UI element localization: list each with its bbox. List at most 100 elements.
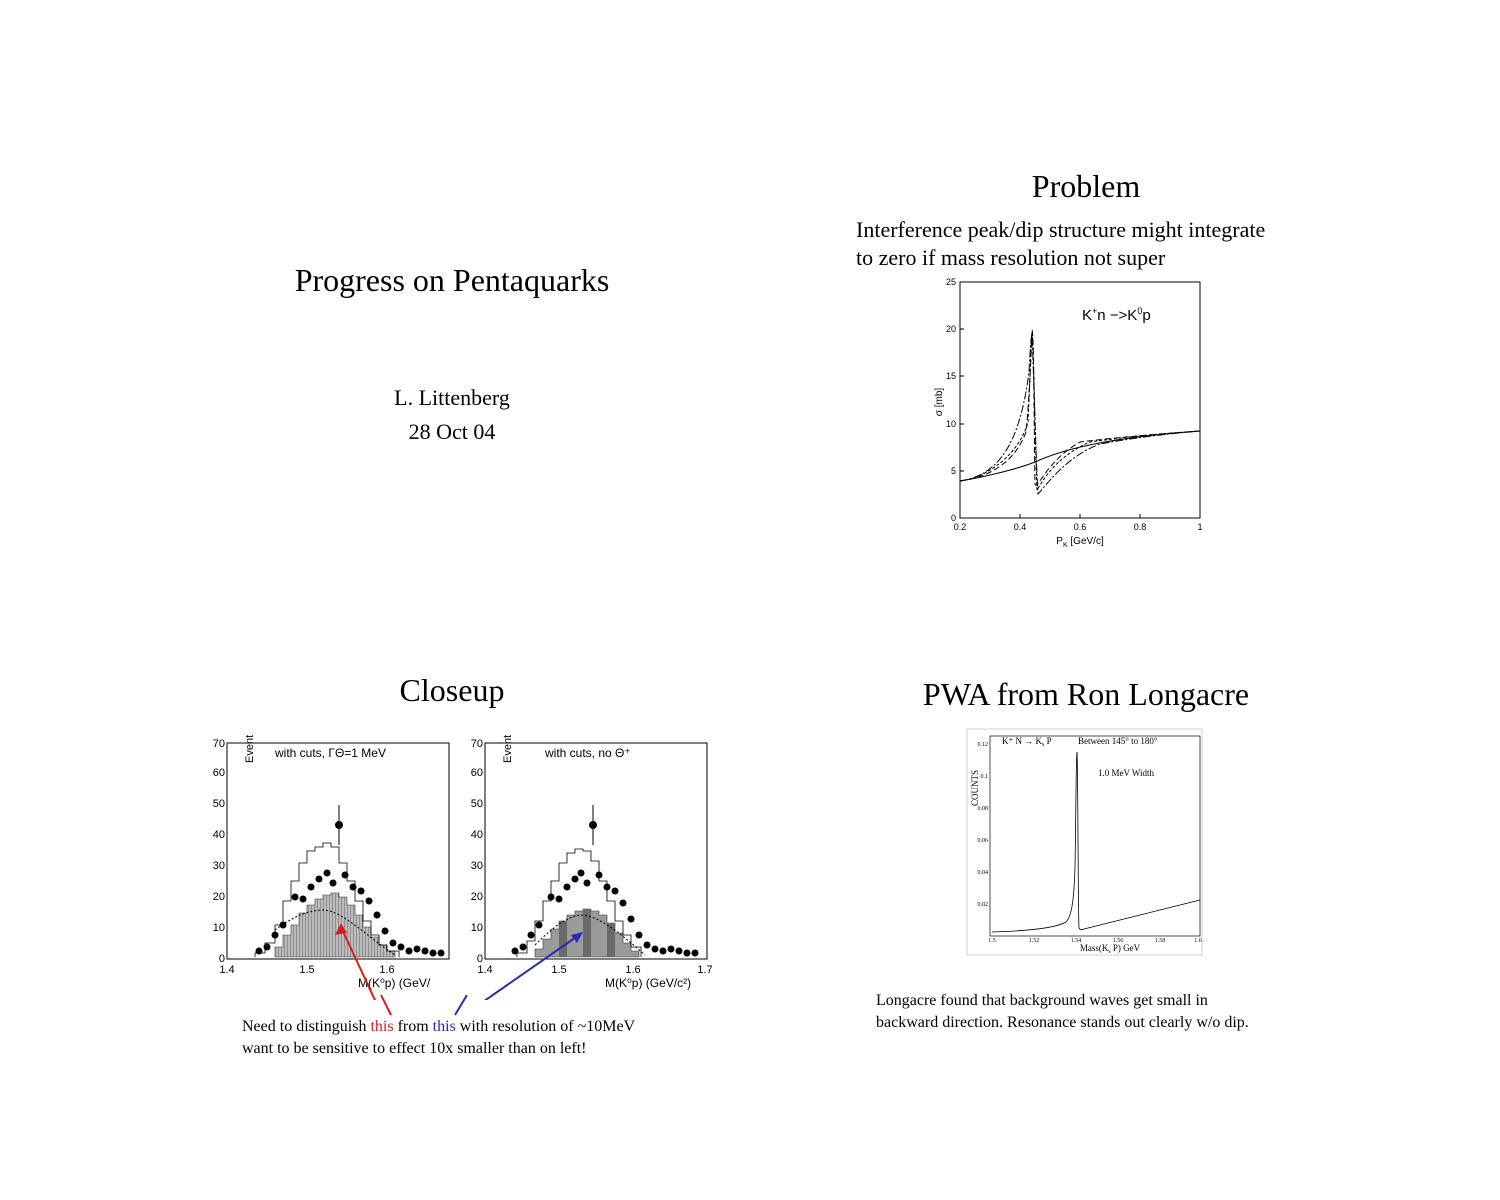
y-tick: 5 [951, 466, 956, 476]
plot-title: with cuts, no Θ⁺ [544, 746, 631, 760]
x-tick: 1.5 [299, 964, 314, 976]
slide3-title: Closeup [399, 672, 505, 708]
x-axis-ticks: 0.2 0.4 0.6 0.8 1 [954, 514, 1203, 532]
y-tick: 0.08 [978, 806, 989, 812]
data-point [675, 947, 683, 955]
x-tick: 0.2 [954, 522, 967, 532]
data-point [329, 879, 337, 887]
slide4-caption-line1: Longacre found that background waves get… [876, 992, 1208, 1009]
curve-solid [959, 430, 1201, 482]
slide4-caption-line2: backward direction. Resonance stands out… [876, 1014, 1249, 1031]
red-arrow-tail [380, 995, 392, 1016]
y-tick: 0.12 [978, 742, 989, 748]
slide2-text-line2: to zero if mass resolution not super [856, 245, 1166, 270]
closeup-plot-left: Events/5 MeV with cuts, ΓΘ=1 MeV 0 10 20… [213, 735, 450, 990]
data-point [547, 893, 555, 901]
x-tick: 1.54 [1071, 938, 1082, 944]
slide2-text: Interference peak/dip structure might in… [856, 216, 1316, 272]
dotted-fit [274, 909, 396, 956]
y-axis-label: COUNTS [970, 770, 980, 806]
dark-bands [559, 909, 615, 957]
x-tick: 0.4 [1014, 522, 1027, 532]
data-point [563, 883, 571, 891]
x-tick: 1 [1197, 522, 1202, 532]
data-point [405, 947, 413, 955]
plot-frame [989, 735, 1201, 937]
y-tick: 60 [471, 767, 483, 779]
data-point [635, 931, 643, 939]
data-point [397, 943, 405, 951]
y-tick: 0.06 [978, 838, 989, 844]
x-tick: 1.6 [379, 964, 394, 976]
y-tick: 30 [213, 860, 225, 872]
data-point [429, 949, 437, 957]
y-tick: 0 [951, 513, 956, 523]
plot-frame [226, 742, 450, 960]
x-tick: 1.5 [551, 964, 566, 976]
data-points [511, 821, 699, 957]
reaction-label: K⁺ N → Ks P [1002, 736, 1052, 748]
y-tick: 0.02 [978, 902, 989, 908]
y-tick: 70 [471, 738, 483, 750]
cross-section-plot: 0 5 10 15 20 25 0.2 0.4 0.6 0.8 1 σ [mb]… [934, 277, 1203, 549]
slide4-caption: Longacre found that background waves get… [876, 990, 1356, 1034]
data-point [271, 931, 279, 939]
y-axis-label: σ [mb] [934, 388, 945, 417]
x-tick: 0.8 [1134, 522, 1147, 532]
data-point [299, 895, 307, 903]
pwa-plot: 0.02 0.04 0.06 0.08 0.1 0.12 1.5 1.52 1.… [966, 728, 1203, 956]
y-tick: 0.1 [981, 774, 989, 780]
arrow-tails [380, 995, 468, 1016]
closeup-plots: Events/5 MeV with cuts, ΓΘ=1 MeV 0 10 20… [213, 735, 713, 1000]
x-tick: 1.58 [1155, 938, 1166, 944]
data-points [255, 821, 445, 957]
y-tick: 20 [213, 891, 225, 903]
data-point [323, 869, 331, 877]
red-arrow [340, 926, 377, 1000]
y-axis-label: Events/5 MeV [502, 735, 514, 763]
dotted-fit [534, 914, 646, 956]
y-tick: 70 [213, 738, 225, 750]
y-tick: 10 [213, 922, 225, 934]
closeup-plot-right: Events/5 MeV with cuts, no Θ⁺ 0 10 20 30… [471, 735, 713, 990]
y-tick: 10 [946, 419, 956, 429]
data-point [583, 879, 591, 887]
x-tick: 1.6 [625, 964, 640, 976]
data-point [527, 931, 535, 939]
x-axis-label: M(K⁰p) (GeV/ [358, 976, 431, 990]
y-axis-ticks: 0 10 20 30 40 50 60 70 [471, 738, 483, 965]
y-tick: 10 [471, 922, 483, 934]
note-from: from [393, 1018, 433, 1035]
image-frame [966, 728, 1203, 956]
y-tick: 0 [477, 953, 483, 965]
x-tick: 1.7 [697, 964, 712, 976]
y-tick: 40 [213, 829, 225, 841]
slide1-title: Progress on Pentaquarks [294, 262, 610, 298]
y-tick: 60 [213, 767, 225, 779]
closeup-note: Need to distinguish this from this with … [242, 1016, 762, 1060]
data-point [511, 947, 519, 955]
y-tick: 25 [946, 277, 956, 287]
data-point [421, 947, 429, 955]
note-suffix: with resolution of ~10MeV [455, 1018, 636, 1035]
y-tick: 50 [213, 798, 225, 810]
x-axis-label: PK [GeV/c] [1056, 536, 1104, 549]
y-axis-label: Events/5 MeV [244, 735, 256, 763]
data-point [535, 921, 543, 929]
hatched-histogram [274, 892, 396, 958]
data-point [627, 915, 635, 923]
data-point [413, 945, 421, 953]
curve-dashed-1 [959, 328, 1201, 486]
data-point [603, 883, 611, 891]
data-point [341, 871, 349, 879]
note-this-blue: this [432, 1018, 456, 1035]
data-point [611, 887, 619, 895]
note-this-red: this [370, 1018, 394, 1035]
data-point [279, 921, 287, 929]
data-point [519, 943, 527, 951]
x-tick: 1.4 [477, 964, 492, 976]
y-tick: 0 [219, 953, 225, 965]
red-arrow-head [335, 923, 347, 935]
data-point [619, 899, 627, 907]
slide1-author: L. Littenberg [394, 385, 510, 410]
